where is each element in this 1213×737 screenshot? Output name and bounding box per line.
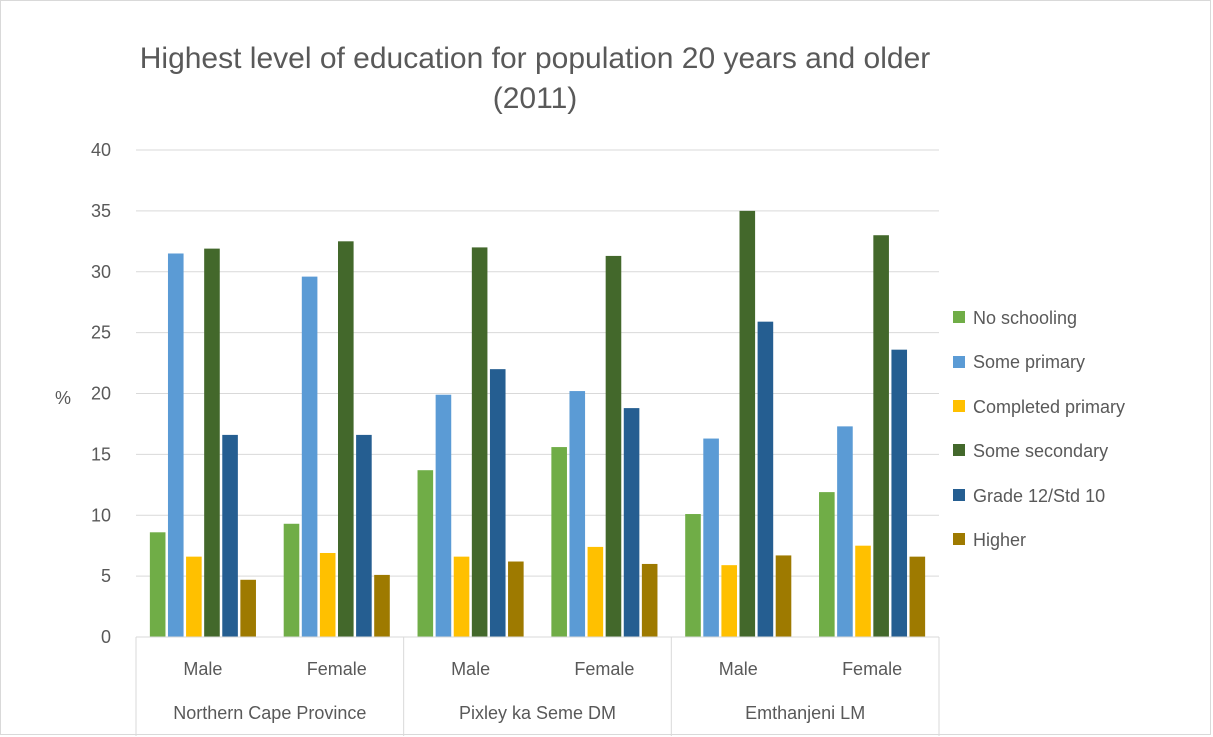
legend-label: Completed primary (973, 396, 1126, 417)
bar (283, 523, 300, 637)
bar (186, 556, 202, 637)
legend-label: Grade 12/Std 10 (973, 485, 1106, 506)
x-tick-label: Male (183, 659, 222, 679)
legend-swatch (953, 533, 965, 546)
bar (471, 247, 488, 637)
legend-item: Completed primary (953, 396, 1125, 418)
bar (587, 546, 604, 637)
x-tick-label: Male (451, 659, 490, 679)
y-tick-label: 15 (91, 444, 111, 464)
y-tick-label: 20 (91, 384, 111, 404)
bar (837, 426, 853, 637)
legend-swatch (953, 355, 965, 368)
y-tick-label: 25 (91, 323, 111, 343)
bar (167, 253, 184, 638)
bar (569, 391, 586, 637)
bar (605, 255, 622, 638)
bar (222, 434, 238, 637)
bar (891, 349, 908, 637)
bar (319, 552, 336, 637)
x-group-label: Pixley ka Seme DM (459, 703, 616, 723)
bar (873, 235, 889, 637)
bar (301, 276, 318, 637)
gridlines (136, 149, 939, 577)
bar (551, 447, 567, 637)
bar (453, 556, 470, 637)
bar (508, 561, 524, 637)
legend-swatch (953, 400, 965, 413)
y-tick-label: 40 (91, 140, 111, 160)
x-tick-label: Female (842, 659, 902, 679)
legend-item: Some primary (953, 351, 1125, 373)
legend-item: No schooling (953, 307, 1125, 329)
chart-title: Highest level of education for populatio… (1, 39, 1069, 119)
bar (775, 555, 792, 637)
y-tick-label: 35 (91, 201, 111, 221)
bar (356, 434, 372, 637)
legend-item: Some secondary (953, 440, 1125, 462)
chart-title-line-2: (2011) (492, 82, 578, 115)
legend-item: Higher (953, 529, 1125, 551)
y-tick-label: 30 (91, 262, 111, 282)
bars (149, 210, 926, 638)
bar (417, 470, 434, 637)
y-tick-label: 0 (101, 627, 111, 647)
bar (855, 545, 871, 637)
bar (641, 563, 658, 637)
y-tick-label: 10 (91, 505, 111, 525)
x-tick-label: Male (719, 659, 758, 679)
y-axis: 0 5 10 15 20 25 30 35 40 (91, 140, 111, 647)
x-group-label: Emthanjeni LM (745, 703, 865, 723)
legend-label: Higher (973, 529, 1027, 550)
legend-swatch (953, 311, 965, 324)
bar (623, 408, 640, 637)
legend-swatch (953, 444, 965, 457)
bar (721, 565, 737, 637)
bar (739, 210, 756, 637)
legend-label: No schooling (973, 308, 1078, 328)
x-tick-label: Female (574, 659, 634, 679)
legend-label: Some secondary (973, 441, 1109, 462)
legend-item: Grade 12/Std 10 (953, 485, 1125, 507)
legend-swatch (953, 488, 965, 501)
y-axis-label: % (55, 388, 71, 408)
bar (204, 248, 220, 637)
y-tick-label: 5 (101, 566, 111, 586)
bar (435, 394, 452, 637)
chart-title-line-1: Highest level of education for populatio… (139, 42, 931, 75)
bar (685, 514, 701, 637)
x-group-label: Northern Cape Province (173, 703, 366, 723)
bar (909, 556, 926, 637)
legend: No schooling Some primary Completed primar… (953, 307, 1125, 573)
bar (240, 579, 256, 637)
bar (338, 241, 354, 637)
bar (819, 492, 835, 637)
bar (757, 321, 774, 637)
legend-label: Some primary (973, 352, 1086, 373)
bar (703, 438, 719, 637)
bar (489, 369, 506, 637)
x-axis: Male Female Northern Cape Province Male Fema… (135, 636, 940, 736)
bar (374, 574, 390, 637)
bar (149, 532, 166, 637)
x-tick-label: Female (307, 659, 367, 679)
